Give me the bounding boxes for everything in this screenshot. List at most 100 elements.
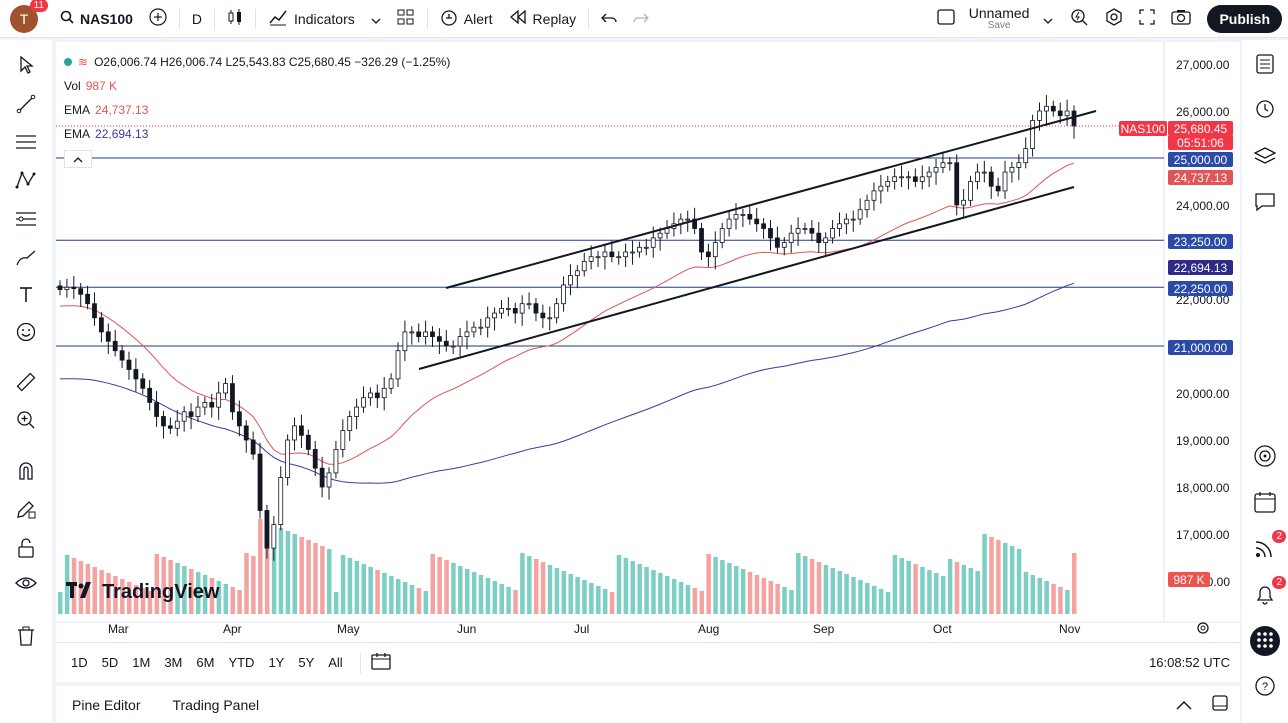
volume-bar bbox=[209, 578, 215, 614]
collapse-legend-button[interactable] bbox=[64, 150, 92, 168]
hide-drawings-tool[interactable] bbox=[12, 570, 40, 598]
range-3m[interactable]: 3M bbox=[164, 655, 183, 670]
symbol-search-button[interactable]: NAS100 bbox=[52, 0, 141, 38]
undo-button[interactable] bbox=[593, 0, 625, 38]
notifications-button[interactable]: 2 bbox=[1250, 576, 1286, 610]
horizontal-lines-tool[interactable] bbox=[12, 129, 40, 157]
apps-button[interactable] bbox=[1250, 626, 1280, 656]
lock-drawings-tool[interactable] bbox=[12, 535, 40, 563]
layout-dropdown[interactable] bbox=[1035, 0, 1061, 38]
maximize-panel-button[interactable] bbox=[1212, 695, 1228, 714]
indicators-dropdown[interactable] bbox=[363, 0, 389, 38]
gear-icon bbox=[1105, 8, 1123, 29]
candle-body bbox=[361, 397, 366, 408]
templates-button[interactable] bbox=[389, 0, 423, 38]
settings-button[interactable] bbox=[1097, 0, 1131, 38]
volume-bar bbox=[1003, 543, 1008, 614]
square-icon bbox=[937, 9, 955, 28]
compare-symbol-button[interactable] bbox=[141, 0, 175, 38]
range-5y[interactable]: 5Y bbox=[298, 655, 315, 670]
help-button[interactable]: ? bbox=[1250, 672, 1280, 702]
emoji-tool[interactable] bbox=[12, 319, 40, 347]
candles-icon bbox=[227, 8, 243, 29]
text-tool[interactable] bbox=[12, 282, 40, 310]
zoom-tool[interactable] bbox=[12, 407, 40, 435]
fullscreen-button[interactable] bbox=[1131, 0, 1163, 38]
volume-bar bbox=[451, 563, 456, 614]
cursor-tool[interactable] bbox=[12, 52, 40, 80]
range-1d[interactable]: 1D bbox=[71, 655, 88, 670]
candle-body bbox=[478, 326, 484, 329]
collapse-panel-button[interactable] bbox=[1176, 697, 1192, 713]
trading-panel-tab[interactable]: Trading Panel bbox=[172, 696, 260, 713]
quick-search-button[interactable] bbox=[1061, 0, 1097, 38]
candle-body bbox=[650, 237, 656, 248]
magnet-tool[interactable] bbox=[12, 458, 40, 486]
volume-bar bbox=[513, 590, 518, 614]
volume-bar bbox=[975, 571, 980, 614]
alert-button[interactable]: Alert bbox=[432, 0, 501, 38]
time-axis-label: Jul bbox=[574, 622, 590, 636]
watchlist-button[interactable] bbox=[1250, 50, 1280, 80]
pine-editor-tab[interactable]: Pine Editor bbox=[72, 696, 141, 713]
chart-type-button[interactable] bbox=[219, 0, 251, 38]
chart-pane[interactable] bbox=[56, 42, 1240, 642]
level-tag-25000: 25,000.00 bbox=[1168, 152, 1233, 167]
volume-bar bbox=[230, 587, 235, 614]
brush-tool[interactable] bbox=[12, 245, 40, 273]
alerts-button[interactable] bbox=[1250, 94, 1280, 124]
remove-drawings-tool[interactable] bbox=[12, 623, 40, 651]
axis-settings-button[interactable] bbox=[1196, 621, 1210, 638]
candle-body bbox=[202, 401, 208, 408]
fib-tool[interactable] bbox=[12, 206, 40, 234]
candle-body bbox=[402, 331, 408, 352]
candle-body bbox=[685, 218, 691, 221]
range-ytd[interactable]: YTD bbox=[228, 655, 255, 670]
price-chart[interactable] bbox=[56, 42, 1240, 642]
screener-button[interactable] bbox=[1250, 442, 1280, 472]
chart-legend: ≋ O26,006.74 H26,006.74 L25,543.83 C25,6… bbox=[64, 50, 450, 168]
time-zone-button[interactable]: 16:08:52 UTC bbox=[1149, 655, 1230, 670]
candle-body bbox=[802, 228, 808, 230]
indicators-button[interactable]: Indicators bbox=[260, 0, 363, 38]
drawing-mode-tool[interactable] bbox=[12, 496, 40, 524]
divider bbox=[426, 8, 428, 29]
pattern-tool[interactable] bbox=[12, 167, 40, 195]
range-all[interactable]: All bbox=[328, 655, 343, 670]
interval-button[interactable]: D bbox=[191, 10, 203, 27]
layout-name-button[interactable]: Unnamed Save bbox=[963, 0, 1036, 38]
redo-button[interactable] bbox=[625, 0, 657, 38]
range-5d[interactable]: 5D bbox=[101, 655, 119, 670]
time-axis-label: Oct bbox=[933, 622, 952, 636]
publish-button[interactable]: Publish bbox=[1207, 4, 1282, 33]
candle-body bbox=[512, 307, 518, 314]
measure-tool[interactable] bbox=[12, 369, 40, 397]
replay-button[interactable]: Replay bbox=[501, 0, 585, 38]
date-range-button[interactable] bbox=[371, 652, 391, 673]
candle-body bbox=[919, 176, 925, 182]
drawing-toolbar bbox=[0, 40, 52, 723]
candle-body bbox=[795, 228, 801, 234]
bottom-panel: Pine Editor Trading Panel bbox=[56, 686, 1240, 723]
candle-body bbox=[657, 232, 663, 239]
volume-bar bbox=[161, 557, 166, 614]
target-icon bbox=[1253, 444, 1277, 471]
range-1y[interactable]: 1Y bbox=[268, 655, 285, 670]
brush-icon bbox=[15, 249, 37, 270]
candle-body bbox=[154, 401, 159, 417]
volume-bar bbox=[727, 563, 732, 614]
calendar-button[interactable] bbox=[1250, 488, 1280, 518]
range-1m[interactable]: 1M bbox=[132, 655, 151, 670]
user-avatar[interactable]: T 11 bbox=[10, 0, 48, 33]
object-tree-button[interactable] bbox=[1250, 142, 1280, 172]
snapshot-button[interactable] bbox=[1163, 0, 1199, 38]
fullscreen-icon bbox=[1139, 9, 1156, 28]
indicators-icon bbox=[268, 8, 288, 29]
chats-button[interactable] bbox=[1250, 188, 1280, 218]
candle-body bbox=[312, 448, 318, 469]
trend-line-tool[interactable] bbox=[12, 91, 40, 119]
layout-toggle[interactable] bbox=[929, 0, 963, 38]
vol-value: 987 K bbox=[85, 79, 118, 93]
ideas-stream-button[interactable]: 2 bbox=[1250, 530, 1286, 564]
range-6m[interactable]: 6M bbox=[196, 655, 215, 670]
